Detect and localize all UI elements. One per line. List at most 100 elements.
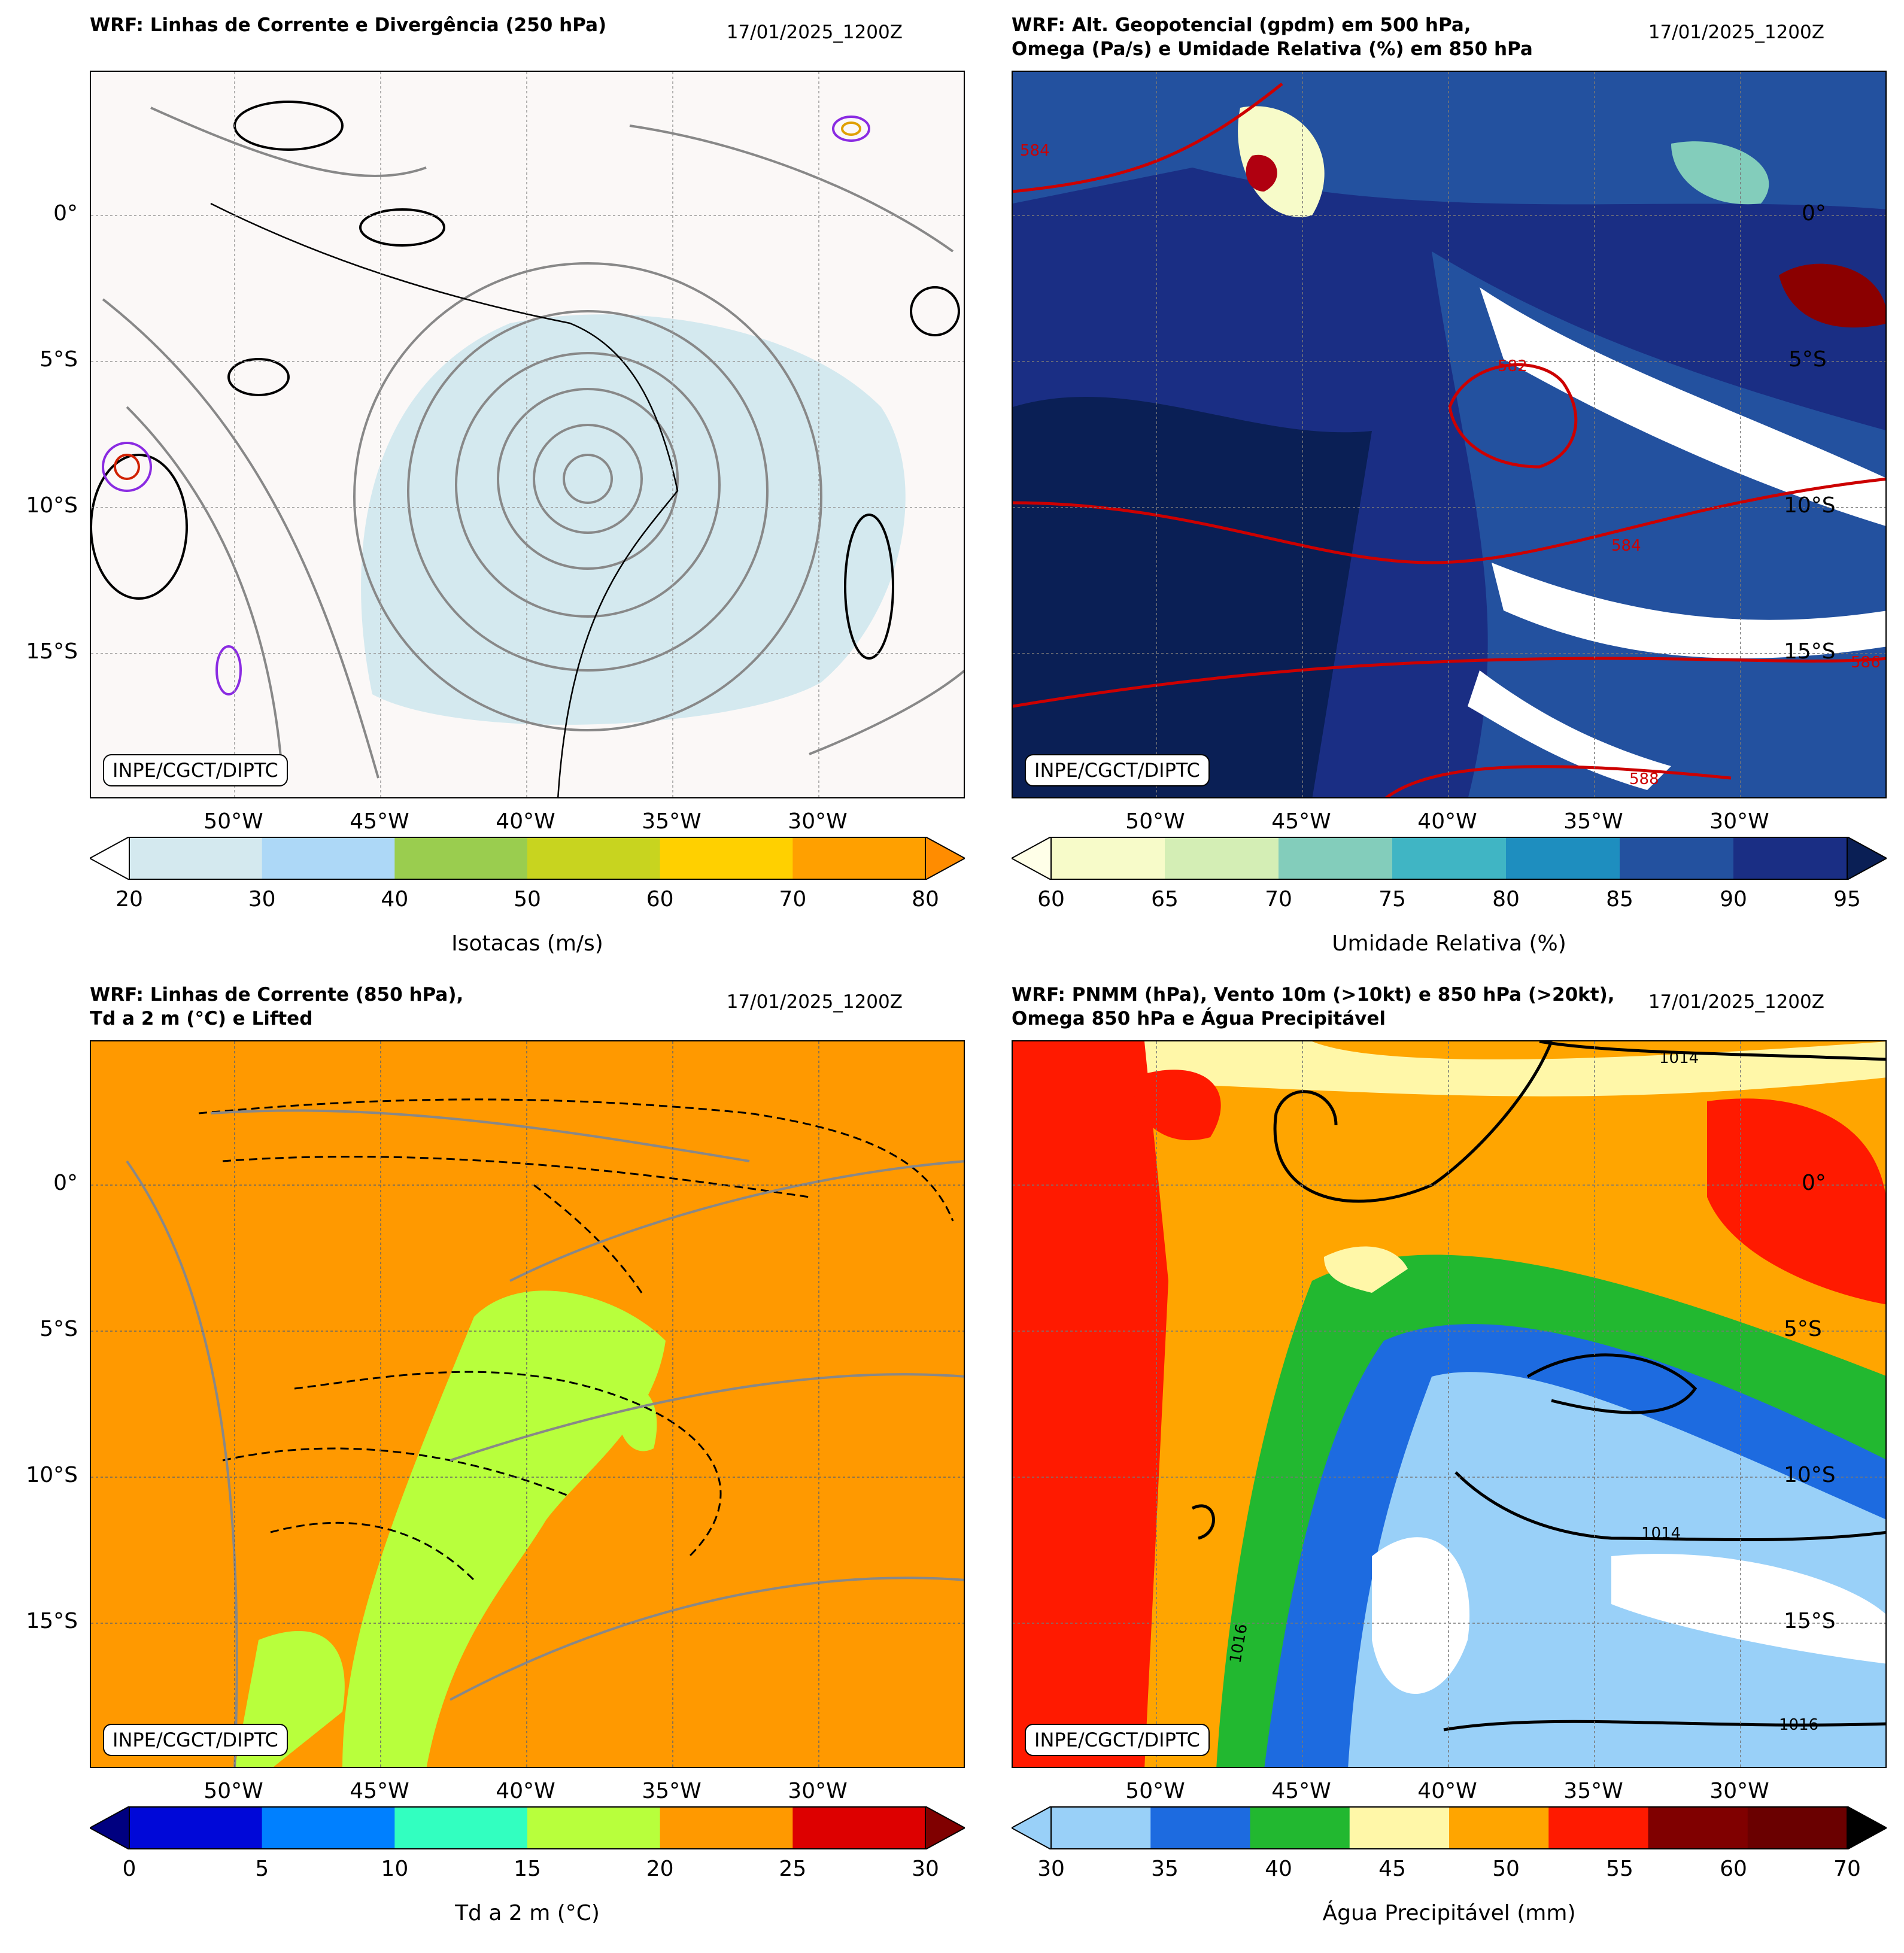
- colorbar-segment: [394, 837, 528, 880]
- colorbar-segment: [1449, 1806, 1549, 1849]
- colorbar-segment: [527, 1806, 661, 1849]
- colorbar-tick-label: 20: [116, 887, 143, 912]
- colorbar-segment: [1279, 837, 1393, 880]
- lat-label: 15°S: [1784, 639, 1836, 664]
- lat-label: 0°: [1802, 201, 1826, 226]
- colorbar-tick-label: 40: [381, 887, 409, 912]
- lon-label: 50°W: [204, 1779, 263, 1803]
- map-graphics: [91, 1041, 964, 1767]
- contour-label: 582: [1498, 357, 1528, 375]
- credit-badge: INPE/CGCT/DIPTC: [103, 1724, 288, 1756]
- lat-label: 0°: [53, 1171, 78, 1195]
- colorbar-segment: [1250, 1806, 1350, 1849]
- lon-label: 50°W: [1125, 809, 1185, 834]
- colorbar: 0 5 10 15 20 25 30: [88, 1805, 967, 1881]
- colorbar-tick-label: 60: [1037, 887, 1065, 912]
- lon-label: 35°W: [642, 809, 702, 834]
- contour-label: 1016: [1779, 1716, 1818, 1734]
- colorbar-tick-label: 20: [646, 1857, 674, 1881]
- colorbar-tick-label: 70: [1265, 887, 1292, 912]
- panel-date: 17/01/2025_1200Z: [1648, 991, 1824, 1013]
- colorbar-segment: [660, 1806, 793, 1849]
- lon-label: 45°W: [350, 809, 409, 834]
- credit-badge: INPE/CGCT/DIPTC: [103, 754, 288, 786]
- lat-label: 5°S: [1788, 347, 1827, 372]
- colorbar-label: Isotacas (m/s): [451, 931, 603, 956]
- colorbar-segment: [660, 837, 793, 880]
- lat-label: 10°S: [1784, 1463, 1836, 1487]
- contour-label: 1014: [1641, 1524, 1681, 1542]
- colorbar-tick-label: 75: [1378, 887, 1406, 912]
- lon-label: 40°W: [496, 1779, 555, 1803]
- colorbar-graphic: [1010, 1805, 1888, 1851]
- lon-label: 35°W: [642, 1779, 702, 1803]
- lat-label: 15°S: [26, 1609, 78, 1633]
- lon-label: 40°W: [1417, 1779, 1477, 1803]
- colorbar-frame: [129, 837, 926, 880]
- colorbar-tick-label: 60: [1720, 1857, 1747, 1881]
- panel-title: WRF: Alt. Geopotencial (gpdm) em 500 hPa…: [1012, 14, 1533, 60]
- colorbar-segment: [792, 837, 926, 880]
- colorbar-tick-label: 60: [646, 887, 674, 912]
- colorbar-extend-high: [1847, 1805, 1888, 1851]
- map-500hpa: 584 582 584 586 588 INPE/CGCT/DIPTC: [1012, 71, 1887, 798]
- lat-label: 10°S: [26, 1463, 78, 1487]
- colorbar-tick-label: 80: [912, 887, 939, 912]
- colorbar-segment: [1747, 1806, 1848, 1849]
- colorbar: 30 35 40 45 50 55 60 70: [1010, 1805, 1888, 1881]
- colorbar-segment: [1548, 1806, 1648, 1849]
- colorbar-segment: [1392, 837, 1507, 880]
- colorbar-segment: [262, 837, 395, 880]
- lat-label: 5°S: [1784, 1317, 1822, 1341]
- colorbar-tick-label: 5: [255, 1857, 269, 1881]
- colorbar-tick-label: 70: [779, 887, 807, 912]
- colorbar-graphic: [1010, 836, 1888, 881]
- colorbar-extend-low: [1010, 1805, 1052, 1851]
- lon-label: 35°W: [1563, 809, 1623, 834]
- lon-label: 30°W: [1709, 809, 1769, 834]
- colorbar-label: Água Precipitável (mm): [1322, 1901, 1576, 1925]
- panel-date: 17/01/2025_1200Z: [726, 991, 903, 1013]
- credit-badge: INPE/CGCT/DIPTC: [1025, 1724, 1210, 1756]
- colorbar-extend-low: [88, 836, 130, 881]
- colorbar-segment: [1051, 1806, 1151, 1849]
- colorbar-tick-label: 30: [1037, 1857, 1065, 1881]
- lat-label: 15°S: [1784, 1609, 1836, 1633]
- contour-label: 584: [1020, 142, 1050, 160]
- panel-title: WRF: Linhas de Corrente e Divergência (2…: [90, 14, 607, 36]
- panel-geopotential-500hpa: WRF: Alt. Geopotencial (gpdm) em 500 hPa…: [922, 0, 1888, 970]
- contour-label: 1014: [1659, 1049, 1699, 1067]
- colorbar-tick-label: 65: [1151, 887, 1179, 912]
- colorbar-tick-label: 50: [1492, 1857, 1520, 1881]
- colorbar-frame: [1050, 837, 1848, 880]
- map-graphics: 1014 1014 1016 1016: [1013, 1041, 1885, 1767]
- colorbar-tick-label: 55: [1606, 1857, 1633, 1881]
- colorbar-frame: [1050, 1806, 1848, 1849]
- colorbar-tick-label: 90: [1720, 887, 1747, 912]
- colorbar-segment: [792, 1806, 926, 1849]
- colorbar-tick-label: 45: [1378, 1857, 1406, 1881]
- lon-label: 50°W: [204, 809, 263, 834]
- lon-label: 35°W: [1563, 1779, 1623, 1803]
- lat-label: 0°: [1802, 1171, 1826, 1195]
- colorbar-segment: [1349, 1806, 1450, 1849]
- colorbar-segment: [394, 1806, 528, 1849]
- lon-label: 45°W: [1271, 1779, 1331, 1803]
- panel-pnmm-precipitable-water: WRF: PNMM (hPa), Vento 10m (>10kt) e 850…: [922, 970, 1888, 1939]
- colorbar-segment: [1165, 837, 1279, 880]
- colorbar-tick-label: 0: [122, 1857, 136, 1881]
- lon-label: 30°W: [788, 1779, 848, 1803]
- contour-label: 586: [1851, 654, 1881, 672]
- panel-date: 17/01/2025_1200Z: [1648, 22, 1824, 43]
- colorbar-segment: [262, 1806, 395, 1849]
- lon-label: 45°W: [350, 1779, 409, 1803]
- panel-streamlines-250hpa: WRF: Linhas de Corrente e Divergência (2…: [0, 0, 967, 970]
- colorbar: 60 65 70 75 80 85 90 95: [1010, 836, 1888, 912]
- colorbar-tick-label: 50: [514, 887, 541, 912]
- map-250hpa: INPE/CGCT/DIPTC: [90, 71, 965, 798]
- colorbar-tick-label: 10: [381, 1857, 409, 1881]
- colorbar-segment: [1150, 1806, 1250, 1849]
- lon-label: 40°W: [496, 809, 555, 834]
- colorbar-tick-label: 25: [779, 1857, 807, 1881]
- panel-title: WRF: PNMM (hPa), Vento 10m (>10kt) e 850…: [1012, 984, 1615, 1029]
